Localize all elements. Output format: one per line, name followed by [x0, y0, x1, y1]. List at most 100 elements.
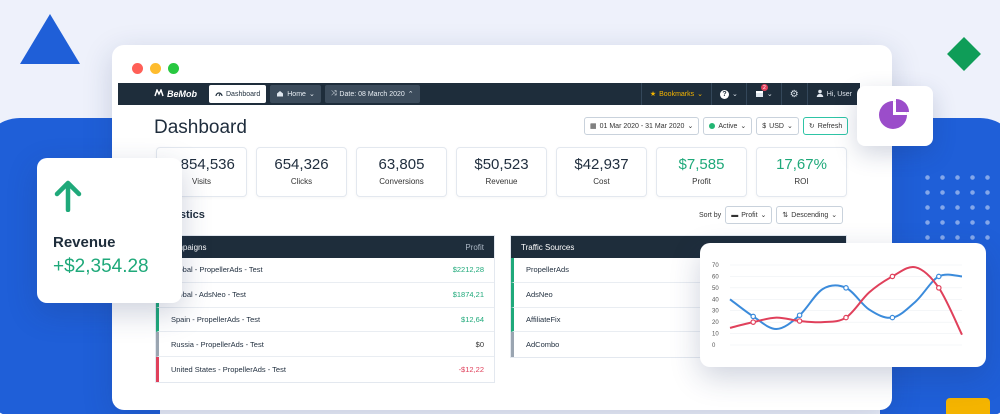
table-row[interactable]: Spain - PropellerAds - Test $12,64	[156, 307, 494, 333]
refresh-button[interactable]: ↻ Refresh	[802, 117, 849, 135]
table-row[interactable]: Russia - PropellerAds - Test $0	[156, 332, 494, 358]
notifications-menu[interactable]: 2 ⌄	[745, 83, 781, 105]
data-point[interactable]	[936, 285, 942, 291]
campaigns-header: Campaigns	[166, 242, 207, 252]
chevron-down-icon: ⌄	[697, 91, 703, 98]
minimize-window-dot[interactable]	[150, 63, 161, 74]
kpi-revenue[interactable]: $50,523 Revenue	[456, 147, 547, 197]
table-row[interactable]: Global - PropellerAds - Test $2212,28	[156, 258, 494, 283]
bookmarks-menu[interactable]: ★ Bookmarks ⌄	[640, 83, 711, 105]
kpi-row: 1,854,536 Visits 654,326 Clicks 63,805 C…	[156, 147, 847, 197]
data-point[interactable]	[750, 319, 757, 325]
sort-order-label: Descending	[791, 211, 829, 219]
sort-controls: Sort by ▬ Profit ⌄ ⇅ Descending ⌄	[699, 206, 844, 224]
campaign-profit: $0	[475, 339, 484, 349]
sort-order-select[interactable]: ⇅ Descending ⌄	[776, 206, 844, 224]
calendar-icon	[755, 89, 764, 100]
kpi-conversions[interactable]: 63,805 Conversions	[356, 147, 447, 197]
kpi-value: $50,523	[474, 156, 529, 173]
tab-date-label: Date: 08 March 2020	[339, 90, 405, 98]
table-row[interactable]: AffiliateFix	[511, 307, 846, 333]
kpi-label: Cost	[593, 177, 610, 186]
home-icon	[276, 90, 284, 99]
settings-button[interactable]: ⚙	[780, 83, 807, 105]
kpi-label: Clicks	[290, 177, 313, 186]
traffic-source-name: AdsNeo	[526, 290, 553, 300]
sort-field-label: Profit	[741, 211, 758, 219]
maximize-window-dot[interactable]	[168, 63, 179, 74]
data-point[interactable]	[889, 314, 896, 321]
sort-field-select[interactable]: ▬ Profit ⌄	[725, 206, 773, 224]
kpi-cost[interactable]: $42,937 Cost	[556, 147, 647, 197]
close-window-dot[interactable]	[132, 63, 143, 74]
y-tick-label: 0	[712, 343, 716, 349]
status-filter[interactable]: Active ⌄	[703, 117, 753, 135]
profit-column-header[interactable]: Profit	[465, 242, 484, 252]
logo-icon	[154, 88, 164, 99]
table-row[interactable]: Global - AdsNeo - Test $1874,21	[156, 282, 494, 308]
top-navbar: BeMob Dashboard Home ⌄ ⤨ Date: 08 March …	[118, 83, 860, 105]
tab-home[interactable]: Home ⌄	[270, 85, 321, 103]
chevron-down-icon: ⌄	[732, 91, 738, 98]
y-tick-label: 10	[712, 332, 719, 338]
y-tick-label: 70	[712, 263, 719, 269]
user-greeting: Hi, User	[826, 90, 852, 98]
tab-date[interactable]: ⤨ Date: 08 March 2020 ⌃	[324, 85, 420, 103]
campaign-name: Spain - PropellerAds - Test	[171, 314, 261, 324]
kpi-label: Conversions	[379, 177, 424, 186]
currency-label: USD	[769, 122, 784, 130]
data-point[interactable]	[796, 312, 803, 319]
kpi-label: Revenue	[485, 177, 518, 186]
brand-name: BeMob	[167, 89, 197, 99]
table-row[interactable]: United States - PropellerAds - Test -$12…	[156, 357, 494, 382]
status-dot-icon	[709, 123, 716, 129]
chevron-up-icon: ⌃	[407, 91, 414, 98]
kpi-value: $7,585	[678, 156, 725, 173]
currency-filter[interactable]: $ USD ⌄	[756, 117, 799, 135]
kpi-roi[interactable]: 17,67% ROI	[756, 147, 847, 197]
date-range-picker[interactable]: ▦ 01 Mar 2020 - 31 Mar 2020 ⌄	[584, 117, 700, 135]
data-point[interactable]	[843, 314, 849, 321]
campaign-name: United States - PropellerAds - Test	[171, 365, 286, 375]
brand-logo[interactable]: BeMob	[118, 88, 209, 99]
table-row[interactable]: AdCombo	[511, 332, 846, 358]
refresh-icon: ↻	[808, 123, 815, 130]
refresh-label: Refresh	[817, 122, 843, 130]
revenue-card-label: Revenue	[53, 234, 116, 251]
data-point[interactable]	[796, 318, 803, 324]
table-row[interactable]: PropellerAds	[511, 258, 846, 283]
tab-dashboard[interactable]: Dashboard	[209, 85, 267, 103]
y-tick-label: 30	[712, 309, 719, 315]
campaign-profit: $2212,28	[452, 265, 484, 275]
user-menu[interactable]: Hi, User	[806, 83, 860, 105]
decor-dots	[920, 170, 990, 240]
kpi-profit[interactable]: $7,585 Profit	[656, 147, 747, 197]
kpi-value: 17,67%	[776, 156, 827, 173]
traffic-source-name: PropellerAds	[526, 265, 569, 275]
tab-dashboard-label: Dashboard	[226, 90, 261, 98]
kpi-value: $42,937	[574, 156, 629, 173]
gear-icon: ⚙	[789, 88, 799, 100]
money-icon: ▬	[731, 211, 739, 219]
kpi-clicks[interactable]: 654,326 Clicks	[256, 147, 347, 197]
help-menu[interactable]: ? ⌄	[711, 83, 746, 105]
tab-home-label: Home	[287, 90, 306, 98]
traffic-sources-header: Traffic Sources	[521, 242, 575, 252]
status-label: Active	[718, 122, 738, 130]
campaign-name: Global - AdsNeo - Test	[171, 290, 246, 300]
data-point[interactable]	[889, 273, 896, 280]
question-icon: ?	[720, 89, 729, 99]
notification-badge: 2	[760, 84, 768, 91]
page-title: Dashboard	[154, 117, 247, 138]
user-icon	[816, 89, 824, 99]
kpi-label: Profit	[692, 177, 711, 186]
data-point[interactable]	[843, 285, 849, 291]
campaign-profit: $12,64	[461, 314, 484, 324]
arrow-up-icon	[53, 180, 83, 217]
table-row[interactable]: AdsNeo	[511, 282, 846, 308]
y-tick-label: 40	[712, 297, 719, 303]
chevron-down-icon: ⌄	[687, 123, 694, 130]
data-point[interactable]	[750, 313, 757, 320]
data-point[interactable]	[936, 273, 942, 280]
date-range-label: 01 Mar 2020 - 31 Mar 2020	[599, 122, 685, 130]
